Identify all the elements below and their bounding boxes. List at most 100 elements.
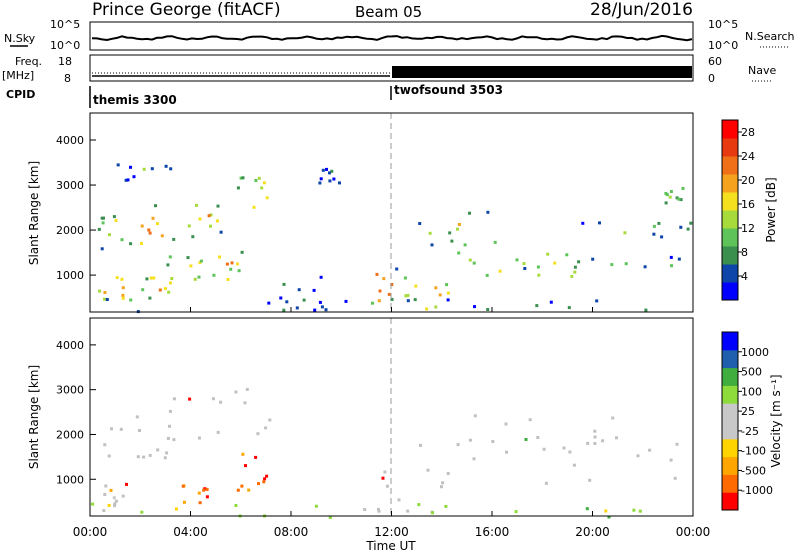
power-colorbar-tick-label: 4 [741,270,748,283]
velocity-echo-cell [262,480,266,484]
power-echo-cell [382,277,386,281]
power-panel: 1000 2000 3000 4000 Slant Range [km] [27,112,694,314]
power-echo-cell [237,269,241,273]
power-echo-cell [103,297,106,301]
power-echo-cell [151,216,155,220]
power-echo-cell [267,301,271,305]
power-echo-cell [164,164,168,168]
power-echo-cell [493,240,497,244]
velocity-echo-cell [205,495,209,499]
velocity-echo-cell [648,448,652,452]
power-echo-cell [328,179,332,183]
power-echo-cell [486,210,490,214]
velocity-echo-cell [505,450,508,454]
power-echo-cell [515,258,519,262]
velocity-echo-cell [585,507,589,511]
power-echo-cell [262,181,266,185]
nsky-trace [91,34,693,42]
velocity-colorbar-tick-label: -500 [741,464,766,477]
power-echo-cell [463,243,467,247]
power-echo-cell [145,277,149,281]
power-echo-cell [98,289,102,293]
power-echo-cell [189,264,193,268]
velocity-echo-cell [103,493,107,496]
power-echo-cell [216,204,220,208]
power-echo-cell [332,177,336,181]
power-echo-cell [236,262,239,266]
freq-label: Freq. [15,55,42,68]
power-echo-cell [325,167,328,171]
power-colorbar-cell [722,192,738,211]
velocity-echo-cell [468,438,472,442]
velocity-echo-cell [113,504,117,508]
power-echo-cell [129,165,132,169]
velocity-colorbar-cell [722,456,738,475]
power-echo-cell [486,308,490,311]
power-echo-cell [209,213,213,217]
nsky-label: N.Sky [4,32,36,45]
velocity-echo-cell [198,501,202,505]
power-echo-cell [282,308,286,312]
nsearch-tick-top: 10^5 [708,18,738,31]
time-x-axis-label: Time UT [365,539,416,553]
velocity-echo-cell [593,429,597,433]
nsky-tick-top: 10^5 [50,18,80,31]
velocity-echo-cell [254,455,258,459]
velocity-echo-cell [406,509,410,513]
cpid-mode-themis: themis 3300 [93,93,177,107]
velocity-echo-cell [241,452,245,456]
velocity-colorbar-tick-label: 500 [741,366,762,379]
velocity-colorbar-label: Velocity [m s⁻¹] [769,374,783,467]
velocity-echo-cell [544,481,548,485]
velocity-echo-cell [188,397,192,401]
velocity-echo-cell [125,482,128,486]
velocity-echo-cell [444,504,448,508]
power-echo-cell [485,273,489,277]
power-echo-cell [116,163,120,167]
nsearch-label: N.Search [745,30,795,43]
power-echo-cell [149,276,153,280]
velocity-echo-cell [172,438,176,442]
power-echo-cell [413,298,417,302]
velocity-echo-cell [440,485,443,489]
power-colorbar-tick-label: 28 [741,126,755,139]
power-echo-cell [434,286,438,290]
power-colorbar: 4 8 12 16 20 24 28 Power [dB] [721,119,778,301]
power-echo-cell [219,230,223,234]
velocity-echo-cell [381,476,385,480]
x-tick-label: 08:00 [274,525,309,539]
velocity-echo-cell [112,496,116,500]
power-echo-cell [226,278,230,281]
nsky-tick-bottom: 10^0 [50,39,80,52]
power-echo-cell [536,265,540,269]
velocity-colorbar-cell [722,367,738,386]
power-colorbar-label: Power [dB] [764,177,778,242]
velocity-colorbar-cell [722,438,738,458]
power-echo-cell [150,167,154,171]
power-echo-cell [121,293,125,297]
velocity-echo-cell [205,487,209,491]
power-echo-cell [191,235,195,239]
power-echo-cell [535,304,539,308]
velocity-echo-cell [441,481,445,485]
velocity-echo-cell [135,415,139,419]
velocity-echo-cell [234,504,238,507]
velocity-echo-cell [419,443,422,447]
velocity-echo-cell [175,507,178,511]
y-tick-label: 4000 [56,339,84,352]
power-echo-cell [434,305,438,309]
power-echo-cell [573,265,577,269]
power-echo-cell [199,259,203,263]
power-y-axis-label: Slant Range [km] [27,161,41,265]
velocity-echo-cell [669,458,673,462]
power-echo-cell [445,283,449,287]
beam-title: Beam 05 [355,3,422,21]
nsky-panel: N.Sky 10^5 10^0 10^5 10^0 N.Search [4,18,795,52]
velocity-echo-cell [236,488,240,492]
power-echo-cell [320,305,324,309]
velocity-echo-cell [385,484,389,488]
power-echo-cell [456,227,459,231]
cpid-panel: CPID themis 3300 twofsound 3503 [6,83,503,108]
power-echo-cell [623,231,627,235]
